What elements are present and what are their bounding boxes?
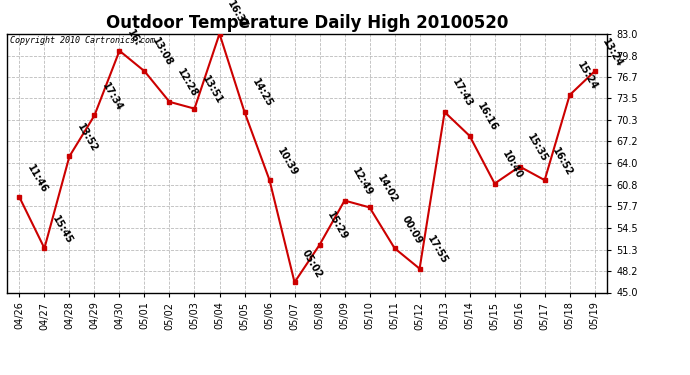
Text: 12:28: 12:28 bbox=[175, 67, 199, 99]
Text: 16:52: 16:52 bbox=[550, 146, 574, 177]
Text: 11:46: 11:46 bbox=[25, 162, 49, 194]
Text: 12:49: 12:49 bbox=[350, 166, 374, 198]
Text: 13:24: 13:24 bbox=[600, 37, 624, 68]
Text: 15:45: 15:45 bbox=[50, 214, 74, 246]
Text: 17:43: 17:43 bbox=[450, 77, 474, 109]
Title: Outdoor Temperature Daily High 20100520: Outdoor Temperature Daily High 20100520 bbox=[106, 14, 509, 32]
Text: 15:24: 15:24 bbox=[575, 60, 600, 92]
Text: 00:09: 00:09 bbox=[400, 214, 424, 246]
Text: 14:02: 14:02 bbox=[375, 173, 400, 205]
Text: 16:16: 16:16 bbox=[475, 101, 500, 133]
Text: 15:29: 15:29 bbox=[325, 210, 349, 242]
Text: Copyright 2010 Cartronics.com: Copyright 2010 Cartronics.com bbox=[10, 36, 155, 45]
Text: 13:08: 13:08 bbox=[150, 36, 175, 68]
Text: 16:: 16: bbox=[125, 28, 142, 48]
Text: 14:25: 14:25 bbox=[250, 77, 274, 109]
Text: 16:37: 16:37 bbox=[225, 0, 249, 31]
Text: 17:55: 17:55 bbox=[425, 234, 449, 266]
Text: 17:34: 17:34 bbox=[100, 81, 124, 112]
Text: 05:02: 05:02 bbox=[300, 248, 324, 279]
Text: 10:39: 10:39 bbox=[275, 146, 299, 177]
Text: 13:51: 13:51 bbox=[200, 74, 224, 106]
Text: 13:52: 13:52 bbox=[75, 122, 99, 153]
Text: 10:40: 10:40 bbox=[500, 149, 524, 181]
Text: 15:35: 15:35 bbox=[525, 132, 549, 164]
